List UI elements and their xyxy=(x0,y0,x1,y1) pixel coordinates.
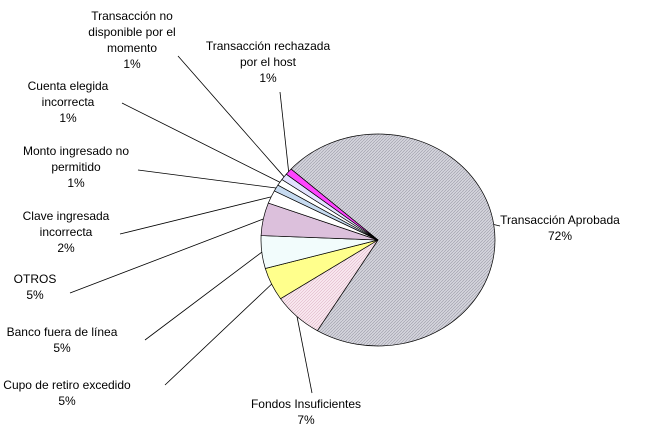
value-label: 5% xyxy=(53,341,71,355)
data-label: Cuenta elegida incorrecta 1% xyxy=(19,78,117,126)
data-label: Transacción no disponible por el momento… xyxy=(80,8,184,72)
data-label: OTROS 5% xyxy=(5,271,65,303)
value-label: 5% xyxy=(58,394,76,408)
leader-line xyxy=(144,251,263,341)
leader-line xyxy=(119,196,272,235)
value-label: 1% xyxy=(259,71,277,85)
data-label: Clave ingresada incorrecta 2% xyxy=(17,208,115,256)
category-label: Cuenta elegida incorrecta xyxy=(27,79,109,109)
data-label: Transacción Aprobada 72% xyxy=(490,212,630,244)
value-label: 5% xyxy=(26,288,44,302)
value-label: 1% xyxy=(59,111,77,125)
leader-line xyxy=(164,283,272,386)
category-label: OTROS xyxy=(13,272,57,286)
value-label: 1% xyxy=(67,176,85,190)
category-label: Clave ingresada incorrecta xyxy=(22,209,110,239)
leader-line xyxy=(296,316,313,394)
value-label: 72% xyxy=(547,229,573,243)
category-label: Transacción no disponible por el momento xyxy=(88,9,176,55)
leader-line xyxy=(177,55,285,178)
data-label: Banco fuera de línea 5% xyxy=(0,324,132,356)
category-label: Fondos Insuficientes xyxy=(250,397,362,411)
value-label: 1% xyxy=(123,57,141,71)
data-label: Monto ingresado no permitido 1% xyxy=(16,143,136,191)
category-label: Transacción rechazada por el host xyxy=(205,39,331,69)
pie-slice xyxy=(290,133,496,347)
category-label: Cupo de retiro excedido xyxy=(3,378,131,392)
leader-line xyxy=(69,218,264,294)
leader-line xyxy=(121,102,281,183)
category-label: Transacción Aprobada xyxy=(500,213,620,227)
leader-line xyxy=(137,169,277,189)
leader-line xyxy=(279,91,290,172)
value-label: 7% xyxy=(297,413,315,427)
value-label: 2% xyxy=(57,241,75,255)
leader-line xyxy=(493,224,501,227)
category-label: Banco fuera de línea xyxy=(6,325,118,339)
category-label: Monto ingresado no permitido xyxy=(22,144,130,174)
data-label: Transacción rechazada por el host 1% xyxy=(198,38,338,86)
data-label: Cupo de retiro excedido 5% xyxy=(0,377,137,409)
data-label: Fondos Insuficientes 7% xyxy=(236,396,376,427)
